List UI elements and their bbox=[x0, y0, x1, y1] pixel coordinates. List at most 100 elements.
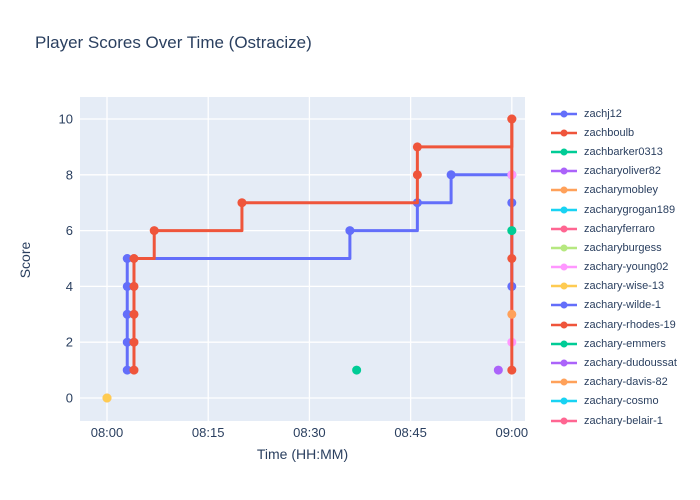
x-tick-label: 08:00 bbox=[91, 425, 124, 440]
legend-marker-icon bbox=[560, 225, 568, 233]
legend-label: zacharymobley bbox=[584, 184, 658, 197]
legend-item-zacharyferraro[interactable]: zacharyferraro bbox=[549, 219, 699, 238]
legend-item-zachary-davis-82[interactable]: zachary-davis-82 bbox=[549, 373, 699, 392]
series-marker-zachboulb bbox=[129, 281, 139, 291]
y-tick-label: 10 bbox=[59, 112, 73, 127]
series-marker-zachboulb bbox=[129, 254, 139, 263]
series-marker-zachary-rhodes-19 bbox=[507, 114, 517, 124]
series-marker-zachary-rhodes-19 bbox=[507, 365, 517, 375]
series-marker-zachboulb bbox=[149, 226, 159, 236]
legend-label: zacharyferraro bbox=[584, 222, 655, 235]
x-tick-label: 08:45 bbox=[394, 425, 427, 440]
legend-marker-icon bbox=[560, 301, 568, 309]
legend-swatch bbox=[551, 301, 577, 309]
series-marker-zachary-emmers bbox=[507, 226, 517, 236]
legend-item-zacharyoliver82[interactable]: zacharyoliver82 bbox=[549, 162, 699, 181]
legend-swatch bbox=[551, 378, 577, 386]
legend-label: zachary-rhodes-19 bbox=[584, 318, 676, 331]
legend-label: zacharygrogan189 bbox=[584, 203, 676, 216]
legend-swatch bbox=[551, 321, 577, 329]
legend-item-zacharygrogan189[interactable]: zacharygrogan189 bbox=[549, 200, 699, 219]
legend-marker-icon bbox=[560, 206, 568, 214]
legend-label: zachj12 bbox=[584, 107, 622, 120]
series-marker-zachj12 bbox=[122, 365, 132, 375]
legend-marker-icon bbox=[560, 397, 568, 405]
legend-item-zachbarker0313[interactable]: zachbarker0313 bbox=[549, 142, 699, 161]
legend-swatch bbox=[551, 186, 577, 194]
legend-swatch bbox=[551, 417, 577, 425]
legend-marker-icon bbox=[560, 148, 568, 156]
legend-label: zachary-emmers bbox=[584, 337, 666, 350]
series-marker-zachbarker0313 bbox=[352, 365, 362, 375]
series-marker-zachboulb bbox=[237, 198, 247, 208]
legend: zachj12 zachboulb zachbarker0313 zacharyoli… bbox=[549, 104, 699, 426]
legend-swatch bbox=[551, 225, 577, 233]
x-tick-label: 08:30 bbox=[293, 425, 326, 440]
series-marker-zachboulb bbox=[412, 142, 422, 152]
legend-item-zachary-dudoussat[interactable]: zachary-dudoussat bbox=[549, 353, 699, 372]
legend-marker-icon bbox=[560, 110, 568, 118]
y-tick-label: 4 bbox=[66, 279, 73, 294]
y-tick-label: 6 bbox=[66, 223, 73, 238]
legend-swatch bbox=[551, 397, 577, 405]
legend-item-zacharyburgess[interactable]: zacharyburgess bbox=[549, 238, 699, 257]
legend-swatch bbox=[551, 148, 577, 156]
legend-marker-icon bbox=[560, 263, 568, 271]
legend-label: zacharyburgess bbox=[584, 241, 662, 254]
legend-label: zachary-belair-1 bbox=[584, 414, 663, 426]
legend-swatch bbox=[551, 359, 577, 367]
legend-item-zachary-wilde-1[interactable]: zachary-wilde-1 bbox=[549, 296, 699, 315]
legend-marker-icon bbox=[560, 321, 568, 329]
series-marker-zachj12 bbox=[345, 226, 355, 236]
legend-swatch bbox=[551, 282, 577, 290]
legend-label: zachary-young02 bbox=[584, 261, 669, 274]
legend-swatch bbox=[551, 167, 577, 175]
legend-marker-icon bbox=[560, 244, 568, 252]
series-marker-zachboulb bbox=[412, 170, 422, 180]
x-tick-label: 08:15 bbox=[192, 425, 225, 440]
legend-marker-icon bbox=[560, 129, 568, 137]
legend-marker-icon bbox=[560, 340, 568, 348]
x-tick-label: 09:00 bbox=[496, 425, 529, 440]
series-marker-zachary-rhodes-19 bbox=[507, 254, 517, 263]
series-marker-zachboulb bbox=[129, 365, 139, 375]
series-marker-zachary-wise-13 bbox=[102, 393, 112, 403]
series-marker-zachj12 bbox=[446, 170, 456, 180]
series-marker-zachboulb bbox=[129, 337, 139, 347]
legend-item-zacharymobley[interactable]: zacharymobley bbox=[549, 181, 699, 200]
series-marker-zachj12 bbox=[122, 254, 132, 263]
series-marker-zachboulb bbox=[129, 309, 139, 319]
legend-item-zachary-belair-1[interactable]: zachary-belair-1 bbox=[549, 411, 699, 426]
series-line-zachj12 bbox=[125, 173, 514, 372]
legend-swatch bbox=[551, 263, 577, 271]
series-marker-zachj12 bbox=[122, 281, 132, 291]
legend-item-zachary-cosmo[interactable]: zachary-cosmo bbox=[549, 392, 699, 411]
legend-label: zachary-davis-82 bbox=[584, 376, 668, 389]
series-marker-zacharyoliver82 bbox=[493, 365, 503, 375]
legend-item-zachary-young02[interactable]: zachary-young02 bbox=[549, 258, 699, 277]
legend-marker-icon bbox=[560, 167, 568, 175]
legend-item-zachary-emmers[interactable]: zachary-emmers bbox=[549, 334, 699, 353]
legend-swatch bbox=[551, 244, 577, 252]
legend-label: zachary-cosmo bbox=[584, 395, 659, 408]
legend-marker-icon bbox=[560, 378, 568, 386]
chart-title: Player Scores Over Time (Ostracize) bbox=[35, 33, 312, 52]
legend-item-zachboulb[interactable]: zachboulb bbox=[549, 123, 699, 142]
x-axis-title: Time (HH:MM) bbox=[256, 446, 349, 462]
legend-label: zachbarker0313 bbox=[584, 145, 663, 158]
y-axis-title: Score bbox=[17, 241, 33, 279]
legend-item-zachj12[interactable]: zachj12 bbox=[549, 104, 699, 123]
legend-swatch bbox=[551, 340, 577, 348]
series-marker-zachj12 bbox=[122, 309, 132, 319]
legend-swatch bbox=[551, 110, 577, 118]
legend-marker-icon bbox=[560, 417, 568, 425]
legend-label: zacharyoliver82 bbox=[584, 165, 662, 178]
y-tick-label: 2 bbox=[66, 335, 73, 350]
legend-label: zachary-dudoussat bbox=[584, 357, 677, 370]
legend-swatch bbox=[551, 206, 577, 214]
legend-item-zachary-wise-13[interactable]: zachary-wise-13 bbox=[549, 277, 699, 296]
legend-marker-icon bbox=[560, 282, 568, 290]
legend-item-zachary-rhodes-19[interactable]: zachary-rhodes-19 bbox=[549, 315, 699, 334]
y-tick-label: 0 bbox=[66, 391, 73, 406]
y-tick-label: 8 bbox=[66, 167, 73, 182]
